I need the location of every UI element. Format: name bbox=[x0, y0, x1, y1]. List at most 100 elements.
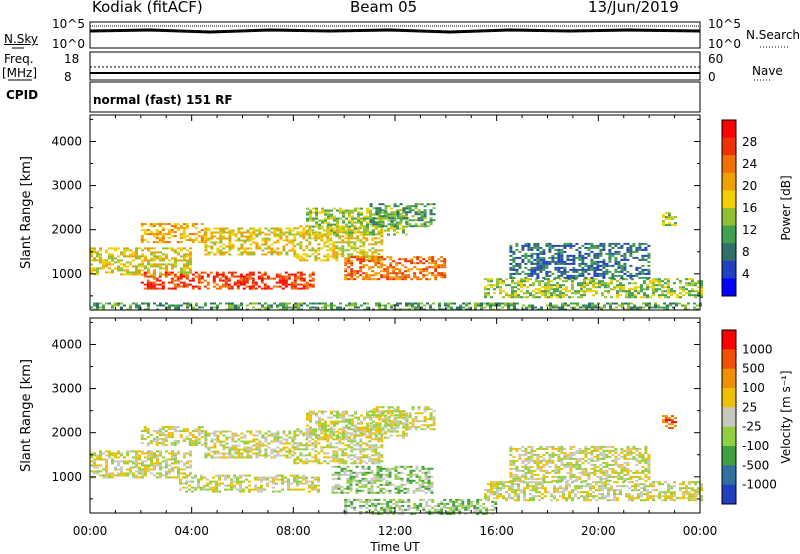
power-cell bbox=[123, 265, 126, 268]
power-cell bbox=[408, 205, 412, 208]
velocity-cell bbox=[270, 440, 274, 443]
power-cell bbox=[188, 237, 192, 240]
power-cell bbox=[649, 286, 652, 289]
power-cell bbox=[614, 256, 618, 259]
power-cell bbox=[236, 285, 240, 288]
power-cell bbox=[335, 253, 339, 256]
power-cell bbox=[263, 271, 267, 274]
velocity-cell bbox=[273, 434, 277, 437]
power-cell bbox=[372, 231, 375, 234]
power-cell bbox=[560, 260, 564, 263]
velocity-cell bbox=[355, 473, 359, 476]
power-cell bbox=[161, 239, 165, 242]
velocity-cell bbox=[388, 481, 392, 484]
velocity-cell bbox=[252, 440, 256, 443]
power-cell bbox=[275, 281, 279, 284]
velocity-cell bbox=[415, 465, 419, 468]
velocity-cell bbox=[162, 456, 165, 459]
velocity-cell bbox=[396, 416, 399, 419]
power-cell bbox=[336, 209, 339, 212]
power-cell bbox=[263, 285, 267, 288]
power-cell bbox=[565, 288, 568, 291]
power-cell bbox=[350, 229, 354, 232]
power-cell bbox=[679, 280, 682, 283]
power-cell bbox=[360, 217, 363, 220]
power-cell bbox=[156, 263, 159, 266]
velocity-cell bbox=[260, 478, 263, 481]
velocity-cell bbox=[341, 450, 345, 453]
power-cell bbox=[179, 225, 183, 228]
power-cell bbox=[649, 296, 652, 299]
power-cell bbox=[557, 244, 561, 247]
power-cell bbox=[596, 254, 600, 257]
power-cell bbox=[589, 288, 592, 291]
power-cell bbox=[285, 306, 288, 309]
velocity-cell bbox=[314, 454, 318, 457]
velocity-cell bbox=[336, 430, 339, 433]
velocity-cell bbox=[397, 477, 401, 480]
power-cell bbox=[380, 262, 384, 265]
power-cell bbox=[655, 288, 658, 291]
velocity-cell bbox=[345, 432, 348, 435]
velocity-cell bbox=[290, 474, 293, 477]
power-cell bbox=[251, 283, 255, 286]
power-cell bbox=[305, 255, 309, 258]
power-cell bbox=[419, 262, 423, 265]
power-cell bbox=[434, 260, 438, 263]
power-cell bbox=[536, 274, 540, 277]
velocity-cell bbox=[257, 488, 260, 491]
power-cell bbox=[197, 231, 201, 234]
power-cell bbox=[375, 225, 379, 228]
power-cell bbox=[568, 290, 571, 293]
power-cell bbox=[348, 221, 351, 224]
power-cell bbox=[344, 258, 348, 261]
velocity-cell bbox=[382, 473, 386, 476]
power-cell bbox=[204, 227, 208, 230]
power-cell bbox=[593, 254, 597, 257]
velocity-cell bbox=[153, 468, 156, 471]
power-cell bbox=[330, 223, 333, 226]
velocity-cell bbox=[255, 454, 259, 457]
power-cell bbox=[254, 281, 258, 284]
power-cell bbox=[194, 271, 198, 274]
power-cell bbox=[521, 248, 525, 251]
power-cell bbox=[264, 243, 268, 246]
velocity-cell bbox=[394, 465, 398, 468]
velocity-cell bbox=[326, 446, 330, 449]
velocity-cell bbox=[279, 440, 283, 443]
power-cell bbox=[210, 247, 214, 250]
power-cell bbox=[443, 276, 447, 279]
power-cell bbox=[697, 280, 700, 283]
power-cell bbox=[524, 262, 528, 265]
power-cell bbox=[425, 260, 429, 263]
velocity-cell bbox=[197, 482, 200, 485]
velocity-cell bbox=[353, 460, 357, 463]
power-cell bbox=[422, 262, 426, 265]
power-cell bbox=[165, 269, 168, 272]
velocity-cell bbox=[282, 430, 286, 433]
velocity-cell bbox=[171, 450, 174, 453]
velocity-cell bbox=[385, 475, 389, 478]
velocity-cell bbox=[228, 450, 232, 453]
velocity-cell bbox=[369, 436, 372, 439]
power-cell bbox=[99, 306, 102, 309]
power-cell bbox=[345, 211, 348, 214]
power-cell bbox=[296, 227, 300, 230]
power-cell bbox=[580, 294, 583, 297]
velocity-cell bbox=[165, 462, 168, 465]
power-cell bbox=[596, 274, 600, 277]
power-cell bbox=[315, 223, 318, 226]
power-cell bbox=[180, 259, 183, 262]
velocity-cell bbox=[138, 458, 141, 461]
power-cell bbox=[380, 243, 384, 246]
velocity-cell bbox=[197, 486, 200, 489]
velocity-cell bbox=[197, 484, 200, 487]
power-cell bbox=[228, 245, 232, 248]
power-cell bbox=[221, 279, 225, 282]
power-cell bbox=[150, 263, 153, 266]
velocity-cell bbox=[338, 442, 342, 445]
velocity-cell bbox=[273, 450, 277, 453]
power-cell bbox=[167, 229, 171, 232]
power-cell bbox=[646, 284, 649, 287]
nsky-label: N.Sky bbox=[4, 32, 39, 46]
